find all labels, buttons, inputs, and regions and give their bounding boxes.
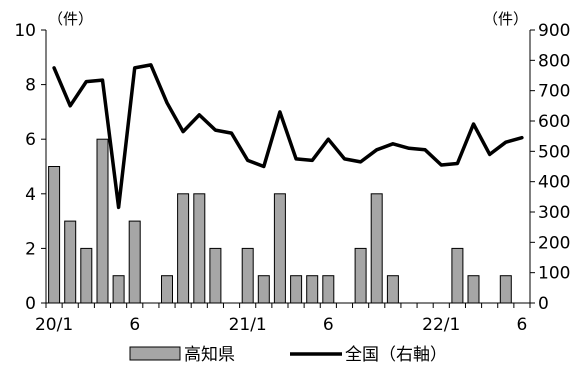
bar [241, 247, 254, 304]
bar [128, 220, 141, 304]
bar [161, 275, 173, 304]
right-tick-label: 300 [538, 203, 570, 223]
bar [96, 138, 109, 304]
bar-series-kochi [48, 138, 512, 304]
bar [209, 247, 222, 304]
bar [499, 275, 512, 304]
right-tick-label: 600 [538, 112, 570, 132]
line-national [52, 63, 524, 210]
right-tick-label: 500 [538, 142, 570, 162]
x-tick-label: 20/1 [35, 315, 73, 335]
bar [290, 275, 303, 304]
bar [257, 275, 270, 304]
left-tick-label: 8 [25, 76, 36, 96]
bar [64, 220, 77, 304]
right-tick-label: 200 [538, 233, 570, 253]
right-tick-label: 700 [538, 82, 570, 102]
bar [193, 193, 206, 304]
x-tick-label: 6 [323, 315, 334, 335]
bar [80, 247, 93, 304]
bar [386, 275, 399, 304]
legend-bar-swatch [129, 346, 181, 361]
left-tick-label: 10 [14, 21, 36, 41]
right-tick-label: 800 [538, 51, 570, 71]
bar [273, 193, 286, 304]
bar [451, 247, 464, 304]
right-tick-label: 400 [538, 173, 570, 193]
bar [354, 247, 367, 304]
right-tick-label: 100 [538, 264, 570, 284]
left-tick-label: 6 [25, 130, 36, 150]
bar [322, 275, 335, 304]
legend-bar-label: 高知県 [184, 345, 235, 365]
x-tick-label: 6 [517, 315, 528, 335]
legend: 高知県 全国（右軸） [129, 345, 447, 365]
bar [177, 193, 190, 304]
left-tick-label: 0 [25, 294, 36, 314]
left-axis-unit: （件） [48, 10, 93, 28]
x-tick-label: 6 [129, 315, 140, 335]
left-tick-label: 2 [25, 239, 36, 259]
left-tick-label: 4 [25, 185, 36, 205]
axes [41, 29, 535, 308]
bar [112, 275, 125, 304]
line-series-national [52, 63, 524, 210]
right-axis-unit: （件） [483, 10, 528, 28]
x-tick-label: 21/1 [229, 315, 267, 335]
bar [48, 166, 61, 304]
right-tick-label: 900 [538, 21, 570, 41]
right-tick-label: 0 [538, 294, 549, 314]
legend-line-label: 全国（右軸） [345, 345, 447, 365]
bar [467, 275, 480, 304]
bar [306, 275, 319, 304]
bar [370, 193, 383, 304]
x-tick-label: 22/1 [422, 315, 460, 335]
